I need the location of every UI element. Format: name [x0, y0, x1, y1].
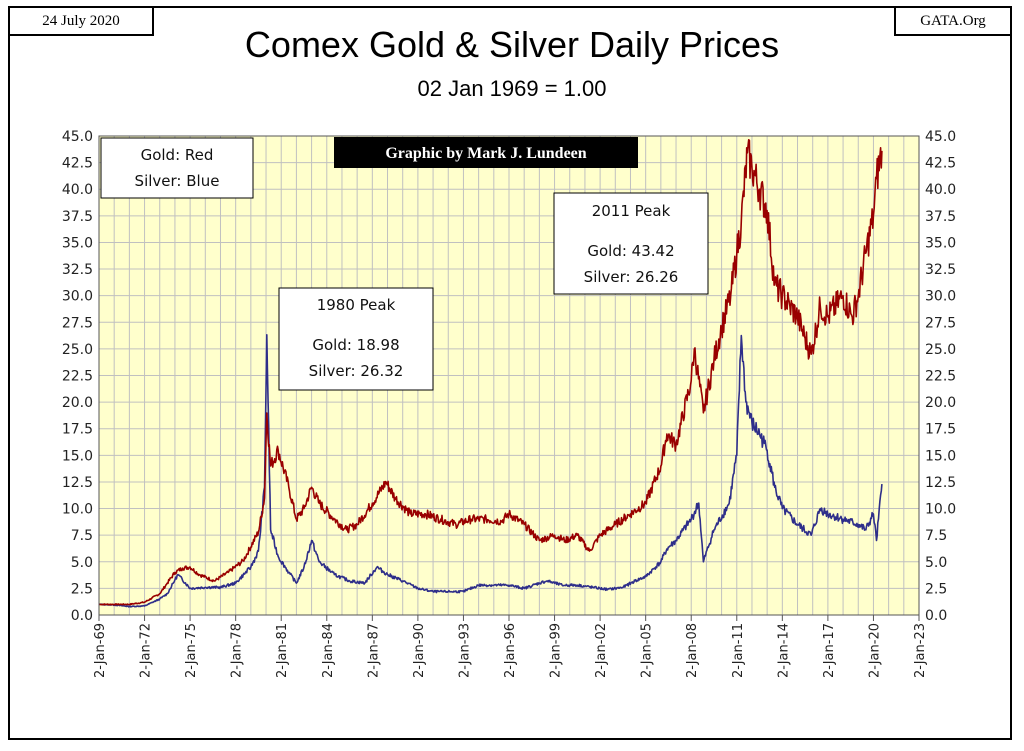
y-tick-left: 22.5 [62, 369, 93, 385]
y-tick-right: 45.0 [925, 129, 956, 145]
y-tick-right: 27.5 [925, 315, 956, 331]
x-tick-label: 2-Jan-75 [184, 623, 199, 678]
x-tick-label: 2-Jan-78 [230, 623, 245, 678]
y-tick-left: 35.0 [62, 235, 93, 251]
x-tick-label: 2-Jan-69 [93, 623, 108, 678]
x-tick-label: 2-Jan-87 [366, 623, 381, 678]
y-tick-right: 32.5 [925, 262, 956, 278]
credit-banner: Graphic by Mark J. Lundeen [334, 137, 638, 168]
peak-2011-gold: Gold: 43.42 [587, 242, 674, 260]
y-tick-left: 45.0 [62, 129, 93, 145]
peak-1980-box: 1980 Peak Gold: 18.98 Silver: 26.32 [278, 287, 434, 391]
y-tick-left: 2.5 [71, 581, 93, 597]
x-tick-label: 2-Jan-93 [457, 623, 472, 678]
series-line-silver [98, 333, 883, 608]
legend-box: Gold: Red Silver: Blue [100, 137, 254, 199]
y-tick-right: 35.0 [925, 235, 956, 251]
x-tick-label: 2-Jan-02 [594, 623, 609, 678]
y-tick-left: 10.0 [62, 502, 93, 518]
y-tick-left: 32.5 [62, 262, 93, 278]
x-tick-label: 2-Jan-14 [776, 623, 791, 678]
y-tick-left: 27.5 [62, 315, 93, 331]
legend-gold: Gold: Red [141, 146, 214, 164]
y-tick-right: 40.0 [925, 182, 956, 198]
y-tick-right: 10.0 [925, 502, 956, 518]
y-axis-left: 0.0 2.5 5.0 7.5 10.0 12.5 15.0 17.5 20.0 22.5 25.0… [62, 129, 93, 624]
y-tick-right: 12.5 [925, 475, 956, 491]
x-tick-label: 2-Jan-17 [822, 623, 837, 678]
x-axis: 2-Jan-69 2-Jan-72 2-Jan-75 2-Jan-78 2-Jan-81… [93, 615, 928, 678]
chart-title: Comex Gold & Silver Daily Prices [244, 24, 780, 65]
y-tick-right: 37.5 [925, 209, 956, 225]
y-tick-right: 5.0 [925, 555, 947, 571]
y-tick-left: 25.0 [62, 342, 93, 358]
peak-1980-silver: Silver: 26.32 [309, 362, 404, 380]
y-tick-left: 30.0 [62, 289, 93, 305]
x-tick-label: 2-Jan-90 [412, 623, 427, 678]
peak-2011-silver: Silver: 26.26 [584, 268, 679, 286]
y-tick-right: 2.5 [925, 581, 947, 597]
legend-silver: Silver: Blue [135, 172, 220, 190]
chart-subtitle: 02 Jan 1969 = 1.00 [417, 76, 607, 101]
x-tick-label: 2-Jan-81 [275, 623, 290, 678]
x-tick-label: 2-Jan-11 [731, 623, 746, 678]
x-tick-label: 2-Jan-84 [321, 623, 336, 678]
y-tick-left: 7.5 [71, 528, 93, 544]
y-tick-left: 20.0 [62, 395, 93, 411]
plot-border [98, 135, 920, 616]
x-tick-label: 2-Jan-08 [685, 623, 700, 678]
y-tick-left: 17.5 [62, 422, 93, 438]
site-label: GATA.Org [894, 6, 1012, 36]
series-line-gold [98, 139, 883, 606]
y-tick-right: 30.0 [925, 289, 956, 305]
x-tick-label: 2-Jan-05 [640, 623, 655, 678]
y-tick-left: 42.5 [62, 156, 93, 172]
x-tick-label: 2-Jan-23 [913, 623, 928, 678]
series-group [98, 139, 883, 608]
y-tick-right: 15.0 [925, 448, 956, 464]
x-tick-label: 2-Jan-99 [549, 623, 564, 678]
date-label: 24 July 2020 [8, 6, 154, 36]
y-tick-right: 7.5 [925, 528, 947, 544]
y-tick-right: 20.0 [925, 395, 956, 411]
peak-1980-gold: Gold: 18.98 [312, 336, 399, 354]
y-tick-left: 12.5 [62, 475, 93, 491]
peak-2011-box: 2011 Peak Gold: 43.42 Silver: 26.26 [553, 192, 709, 295]
x-tick-label: 2-Jan-96 [503, 623, 518, 678]
y-axis-right: 0.0 2.5 5.0 7.5 10.0 12.5 15.0 17.5 20.0 22.5 25.0… [925, 129, 956, 624]
peak-2011-title: 2011 Peak [592, 202, 671, 220]
y-tick-right: 42.5 [925, 156, 956, 172]
y-tick-right: 17.5 [925, 422, 956, 438]
peak-1980-title: 1980 Peak [317, 296, 396, 314]
y-tick-right: 25.0 [925, 342, 956, 358]
y-tick-left: 15.0 [62, 448, 93, 464]
y-tick-left: 40.0 [62, 182, 93, 198]
y-tick-left: 5.0 [71, 555, 93, 571]
credit-text: Graphic by Mark J. Lundeen [385, 145, 586, 162]
y-tick-left: 0.0 [71, 608, 93, 624]
y-tick-right: 0.0 [925, 608, 947, 624]
y-tick-left: 37.5 [62, 209, 93, 225]
x-tick-label: 2-Jan-20 [867, 623, 882, 678]
x-tick-label: 2-Jan-72 [139, 623, 154, 678]
y-tick-right: 22.5 [925, 369, 956, 385]
